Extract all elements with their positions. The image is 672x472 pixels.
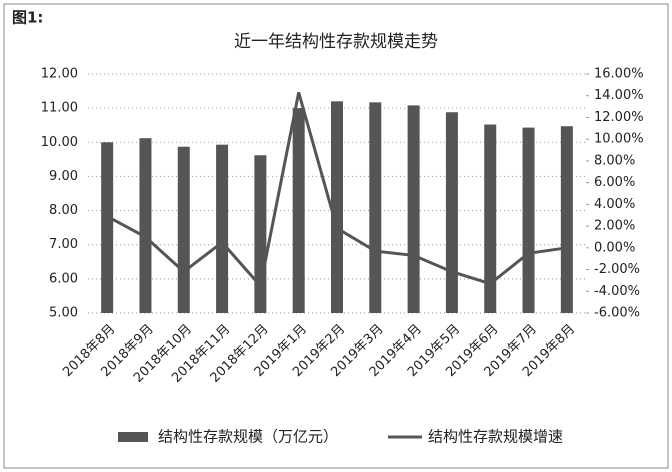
y2-tick-label: 14.00% bbox=[594, 88, 644, 103]
y2-tick-label: 8.00% bbox=[594, 153, 635, 168]
y2-tick-label: 6.00% bbox=[594, 175, 635, 190]
bar bbox=[407, 105, 420, 313]
y2-tick-label: -2.00% bbox=[594, 262, 640, 277]
bar bbox=[292, 108, 305, 314]
y-tick-label: 9.00 bbox=[49, 169, 78, 184]
y-tick-label: 10.00 bbox=[41, 135, 78, 150]
bar bbox=[101, 142, 114, 313]
y2-tick-label: 2.00% bbox=[594, 219, 635, 234]
y-tick-label: 8.00 bbox=[49, 203, 78, 218]
y-tick-label: 11.00 bbox=[41, 101, 78, 116]
bar bbox=[177, 146, 190, 313]
bar bbox=[216, 144, 229, 313]
bar bbox=[484, 124, 497, 313]
legend-label: 结构性存款规模增速 bbox=[428, 428, 563, 446]
y2-tick-label: 10.00% bbox=[594, 132, 644, 147]
y-tick-label: 12.00 bbox=[41, 67, 78, 82]
legend-swatch bbox=[118, 432, 148, 442]
bar bbox=[445, 112, 458, 314]
y-tick-label: 7.00 bbox=[49, 237, 78, 252]
y-tick-label: 6.00 bbox=[49, 271, 78, 286]
bar bbox=[560, 126, 573, 313]
bar bbox=[369, 102, 382, 314]
y-tick-label: 5.00 bbox=[49, 306, 78, 321]
y2-tick-label: 12.00% bbox=[594, 110, 644, 125]
bar bbox=[331, 101, 343, 313]
y2-tick-label: 4.00% bbox=[594, 197, 635, 212]
line bbox=[106, 92, 568, 290]
y2-tick-label: -6.00% bbox=[594, 306, 640, 321]
bar bbox=[254, 155, 267, 313]
bar bbox=[139, 138, 152, 313]
bar bbox=[522, 127, 535, 314]
figure-label: 图1: bbox=[12, 9, 43, 27]
y2-tick-label: 16.00% bbox=[594, 67, 644, 82]
legend-label: 结构性存款规模（万亿元） bbox=[158, 428, 338, 446]
y2-tick-label: 0.00% bbox=[594, 240, 635, 255]
y2-tick-label: -4.00% bbox=[594, 284, 640, 299]
chart-title: 近一年结构性存款规模走势 bbox=[234, 32, 438, 52]
